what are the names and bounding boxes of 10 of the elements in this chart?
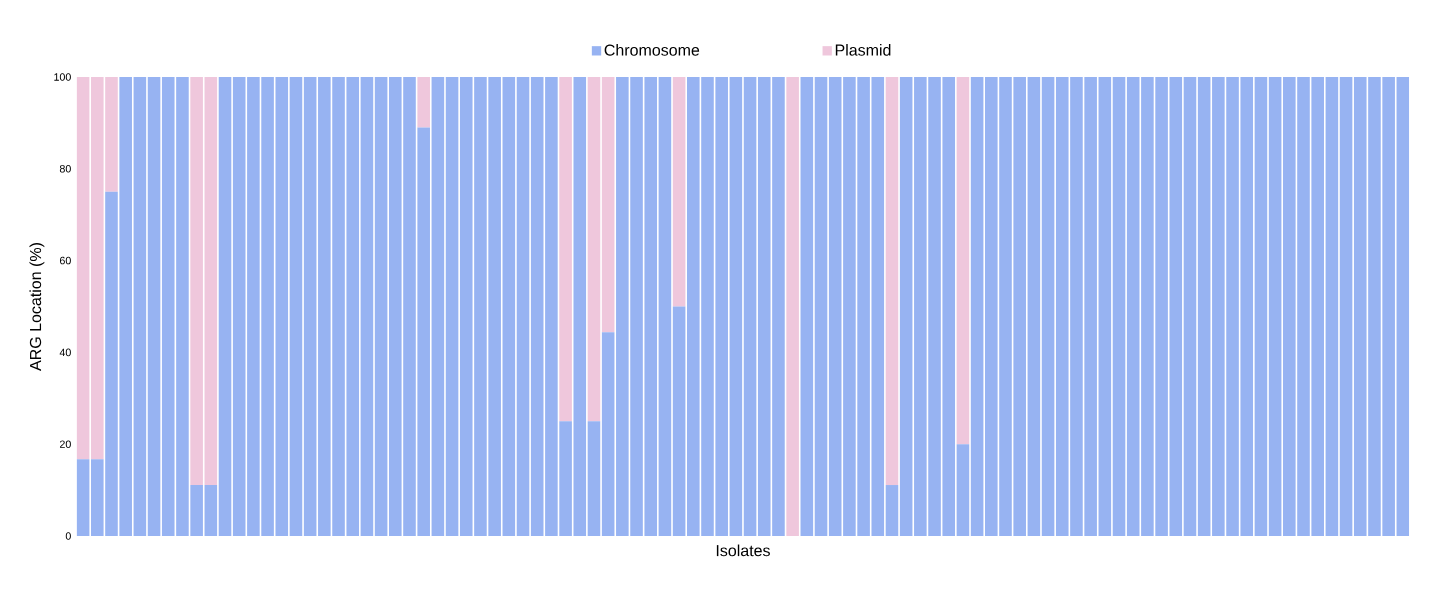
legend-label: Plasmid (835, 44, 891, 56)
y-tick-label: 60 (59, 256, 71, 265)
x-axis-title: Isolates (716, 544, 770, 557)
y-tick-label: 0 (65, 532, 71, 540)
y-tick-label: 80 (59, 165, 71, 173)
y-tick-label: 100 (54, 73, 71, 81)
y-tick-label: 40 (59, 348, 71, 357)
legend-label: Chromosome (604, 44, 700, 56)
y-axis-title: ARG Location (%) (29, 243, 45, 371)
y-tick-label: 20 (59, 440, 71, 448)
